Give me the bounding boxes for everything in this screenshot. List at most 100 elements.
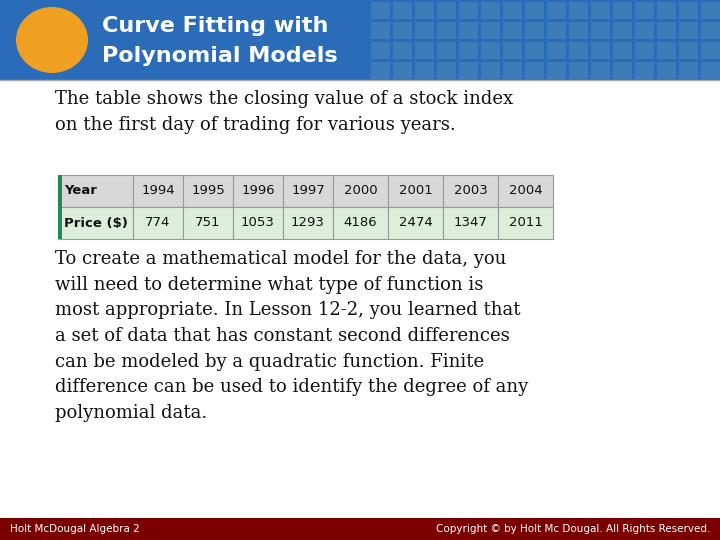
Bar [481,22,500,39]
Ellipse shape [16,7,88,73]
Bar [613,22,632,39]
Text: The table shows the closing value of a stock index
on the first day of trading f: The table shows the closing value of a s… [55,90,513,134]
Bar [701,2,720,19]
Bar [58,207,133,239]
Bar [591,62,610,79]
Bar [701,62,720,79]
Bar [133,207,183,239]
Text: 2004: 2004 [509,185,542,198]
Bar [591,42,610,59]
Bar [183,207,233,239]
Bar [635,62,654,79]
Text: Price ($): Price ($) [64,217,128,230]
Text: 1995: 1995 [191,185,225,198]
Bar [388,207,443,239]
Bar [283,175,333,207]
Text: 1994: 1994 [141,185,175,198]
Bar [333,175,388,207]
Bar [657,62,676,79]
Bar [481,2,500,19]
Bar [437,2,456,19]
Text: 1996: 1996 [241,185,275,198]
Text: Polynomial Models: Polynomial Models [102,46,338,66]
Bar [569,62,588,79]
Text: 1347: 1347 [454,217,487,230]
Bar [459,42,478,59]
Text: 2003: 2003 [454,185,487,198]
Bar [415,22,434,39]
Text: Curve Fitting with: Curve Fitting with [102,16,328,36]
Bar [443,175,498,207]
Bar [371,2,390,19]
Bar [591,2,610,19]
Bar [525,22,544,39]
Text: 4186: 4186 [343,217,377,230]
Text: 1293: 1293 [291,217,325,230]
Bar [503,42,522,59]
Bar [393,2,412,19]
Text: 2474: 2474 [399,217,433,230]
Bar [233,175,283,207]
Bar [657,42,676,59]
Bar [503,62,522,79]
Bar [657,22,676,39]
Bar [613,42,632,59]
Bar [388,175,443,207]
Bar [613,2,632,19]
Bar [679,22,698,39]
Bar [415,2,434,19]
Bar [0,518,720,540]
Bar [547,42,566,59]
Bar [371,22,390,39]
Text: To create a mathematical model for the data, you
will need to determine what typ: To create a mathematical model for the d… [55,250,528,422]
Bar [437,62,456,79]
Bar [503,22,522,39]
Text: 751: 751 [195,217,221,230]
Text: 2011: 2011 [508,217,542,230]
Bar [333,207,388,239]
Bar [591,22,610,39]
Bar [415,62,434,79]
Bar [525,42,544,59]
Bar [371,62,390,79]
Bar [657,2,676,19]
Bar [233,207,283,239]
Text: Holt McDougal Algebra 2: Holt McDougal Algebra 2 [10,524,140,534]
Bar [635,42,654,59]
Bar [481,42,500,59]
Bar [569,42,588,59]
Bar [437,42,456,59]
Bar [525,2,544,19]
Text: 774: 774 [145,217,171,230]
Text: Year: Year [64,185,97,198]
Bar [498,207,553,239]
Bar [393,22,412,39]
Bar [569,2,588,19]
Bar [547,2,566,19]
Bar [58,207,62,239]
Bar [393,42,412,59]
Text: 1997: 1997 [291,185,325,198]
Bar [498,175,553,207]
Bar [569,22,588,39]
Bar [635,2,654,19]
Bar [459,2,478,19]
Bar [503,2,522,19]
Text: Copyright © by Holt Mc Dougal. All Rights Reserved.: Copyright © by Holt Mc Dougal. All Right… [436,524,710,534]
Bar [371,42,390,59]
Bar [183,175,233,207]
Bar [679,42,698,59]
Bar [0,0,720,80]
Bar [437,22,456,39]
Bar [547,62,566,79]
Bar [393,62,412,79]
Bar [443,207,498,239]
Bar [133,175,183,207]
Bar [679,2,698,19]
Bar [679,62,698,79]
Bar [613,62,632,79]
Bar [701,42,720,59]
Bar [481,62,500,79]
Bar [701,22,720,39]
Bar [283,207,333,239]
